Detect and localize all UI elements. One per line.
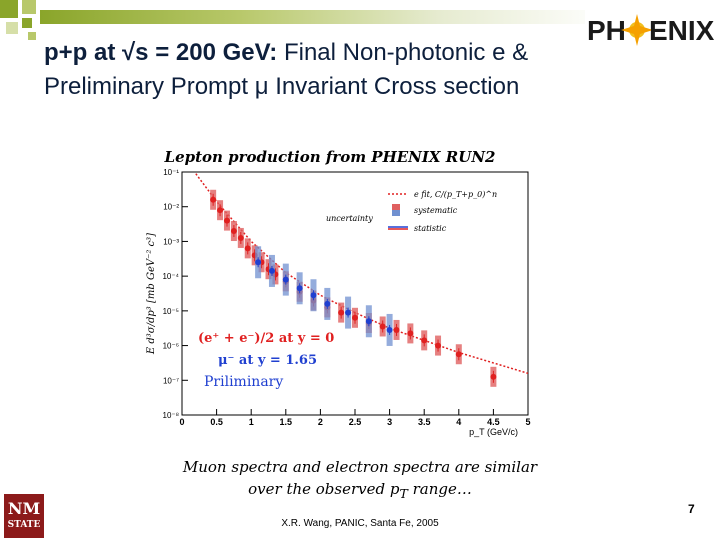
electron-point bbox=[490, 373, 497, 380]
phenix-logo: PH ENIX bbox=[585, 6, 715, 52]
slide-title: p+p at √s = 200 GeV: Final Non-photonic … bbox=[44, 36, 644, 104]
plot-area: 0 0.5 1 1.5 2 2.5 3 3.5 4 4.5 5 10⁻¹ 10⁻² 10⁻³ 10⁻⁴ 10⁻… bbox=[146, 168, 531, 437]
x-tick-label: 1.5 bbox=[280, 417, 293, 427]
electron-point bbox=[421, 337, 428, 344]
decorative-square-1 bbox=[0, 0, 18, 18]
electron-point bbox=[237, 234, 244, 241]
electron-point bbox=[393, 326, 400, 333]
y-tick-label: 10⁻⁵ bbox=[163, 307, 179, 316]
electron-point bbox=[455, 351, 462, 358]
y-tick-label: 10⁻⁸ bbox=[163, 411, 180, 420]
legend-systematic-swatch-red bbox=[392, 204, 400, 210]
preliminary-label: Priliminary bbox=[204, 374, 283, 390]
caption-line2-post: range… bbox=[407, 480, 472, 498]
caption-line2-pre: over the observed p bbox=[248, 480, 400, 498]
y-tick-label: 10⁻³ bbox=[163, 237, 179, 246]
x-tick-label: 1 bbox=[249, 417, 254, 427]
legend-fit-label: e fit, C/(p_T+p_0)^n bbox=[414, 190, 497, 199]
x-tick-label: 3.5 bbox=[418, 417, 431, 427]
legend-uncertainty-label: uncertainty bbox=[326, 214, 373, 223]
electron-point bbox=[379, 323, 386, 330]
muon-point bbox=[296, 285, 303, 292]
chart-title: Lepton production from PHENIX RUN2 bbox=[164, 148, 496, 166]
y-tick-label: 10⁻² bbox=[163, 203, 179, 212]
decorative-square-3 bbox=[6, 22, 18, 34]
title-rest: Final Non-photonic e & bbox=[277, 39, 529, 66]
muon-point bbox=[255, 259, 262, 266]
x-tick-label: 5 bbox=[525, 417, 530, 427]
legend-systematic-swatch-blue bbox=[392, 210, 400, 216]
x-tick-label: 2 bbox=[318, 417, 323, 427]
x-tick-label: 2.5 bbox=[349, 417, 362, 427]
nmsu-top-text: NM bbox=[8, 499, 40, 518]
title-bold: p+p at √s = 200 GeV: bbox=[44, 39, 278, 66]
muon-point bbox=[324, 300, 331, 307]
x-tick-label: 4.5 bbox=[487, 417, 500, 427]
electron-series-label: (e⁺ + e⁻)/2 at y = 0 bbox=[198, 331, 334, 346]
slide-caption: Muon spectra and electron spectra are si… bbox=[100, 456, 620, 505]
y-tick-label: 10⁻⁶ bbox=[163, 342, 179, 351]
footer-text: X.R. Wang, PANIC, Santa Fe, 2005 bbox=[281, 518, 439, 529]
y-tick-label: 10⁻¹ bbox=[163, 168, 179, 177]
muon-point bbox=[282, 276, 289, 283]
nmsu-logo: NM STATE bbox=[4, 494, 44, 538]
electron-point bbox=[352, 314, 358, 321]
legend-statistic-label: statistic bbox=[414, 224, 447, 233]
decorative-square-4 bbox=[22, 18, 32, 28]
y-tick-label: 10⁻⁷ bbox=[163, 376, 179, 385]
top-rule bbox=[40, 10, 610, 24]
electron-point bbox=[217, 207, 224, 214]
x-tick-label: 0 bbox=[179, 417, 184, 427]
logo-text-left: PH bbox=[587, 15, 626, 46]
muon-point bbox=[386, 326, 393, 333]
y-tick-label: 10⁻⁴ bbox=[162, 272, 179, 281]
slide-number: 7 bbox=[688, 502, 695, 516]
title-line2: Preliminary Prompt μ Invariant Cross sec… bbox=[44, 73, 520, 100]
muon-point bbox=[365, 318, 372, 325]
muon-series-label: μ⁻ at y = 1.65 bbox=[218, 353, 317, 368]
electron-point bbox=[244, 245, 251, 252]
electron-point bbox=[230, 228, 237, 235]
electron-point bbox=[223, 217, 230, 224]
x-tick-label: 3 bbox=[387, 417, 392, 427]
electron-point bbox=[338, 309, 345, 316]
caption-line1: Muon spectra and electron spectra are si… bbox=[182, 458, 538, 476]
legend-systematic-label: systematic bbox=[414, 206, 458, 215]
lepton-chart: Lepton production from PHENIX RUN2 0 0.5 1… bbox=[146, 148, 531, 437]
muon-point bbox=[268, 267, 275, 274]
nmsu-bottom-text: STATE bbox=[8, 520, 41, 530]
caption-line2-sub: T bbox=[399, 486, 408, 501]
logo-text-right: ENIX bbox=[649, 15, 715, 46]
muon-point bbox=[345, 309, 352, 316]
electron-point bbox=[435, 342, 442, 349]
decorative-square-2 bbox=[22, 0, 36, 14]
electron-point bbox=[407, 330, 414, 337]
y-axis-label: E d³σ/dp³ [mb GeV⁻² c³] bbox=[146, 233, 157, 355]
x-axis-label: p_T (GeV/c) bbox=[469, 427, 518, 437]
x-tick-label: 0.5 bbox=[210, 417, 223, 427]
electron-point bbox=[210, 196, 217, 203]
x-tick-label: 4 bbox=[456, 417, 461, 427]
logo-star-icon bbox=[621, 14, 653, 46]
muon-point bbox=[310, 292, 317, 299]
decorative-square-5 bbox=[28, 32, 36, 40]
